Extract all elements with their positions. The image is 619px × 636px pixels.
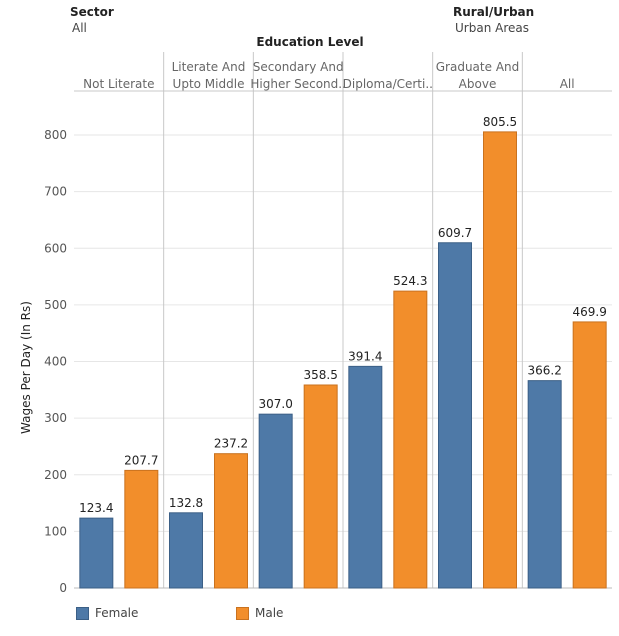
value-label-male-2: 358.5 [303, 368, 337, 382]
value-label-female-3: 391.4 [348, 349, 382, 363]
value-label-female-0: 123.4 [79, 501, 113, 515]
bar-female-3 [348, 365, 383, 589]
legend-label-female: Female [95, 606, 139, 620]
bar-female-2 [258, 413, 293, 589]
y-tick-label-800: 800 [44, 128, 67, 142]
bar-male-5 [572, 321, 607, 589]
bar-female-0 [79, 517, 114, 589]
bar-male-2 [303, 384, 338, 589]
legend-item-male: Male [236, 606, 283, 620]
value-label-male-0: 207.7 [124, 453, 158, 467]
sector-filter-value: All [72, 21, 87, 35]
y-tick-label-500: 500 [44, 298, 67, 312]
category-label-2-0: Secondary And [253, 60, 344, 74]
bar-female-4 [438, 242, 472, 589]
category-label-4-0: Graduate And [436, 60, 520, 74]
y-tick-label-600: 600 [44, 241, 67, 255]
legend-swatch-female [76, 606, 89, 620]
header-title: Education Level [256, 35, 363, 49]
value-label-male-3: 524.3 [393, 274, 427, 288]
rural-urban-filter-title: Rural/Urban [453, 5, 535, 19]
bar-male-4 [483, 131, 517, 589]
bar-chart: 0 100 200 300 400 500 600 700 800 Education Level… [19, 35, 612, 595]
category-label-4-1: Above [459, 77, 497, 91]
legend-item-female: Female [76, 606, 138, 620]
legend-label-male: Male [255, 606, 284, 620]
y-tick-label-100: 100 [44, 524, 67, 538]
y-axis-title: Wages Per Day (In Rs) [19, 301, 33, 434]
value-label-male-5: 469.9 [572, 305, 606, 319]
rural-urban-filter-value: Urban Areas [455, 21, 529, 35]
category-label-1-1: Upto Middle [173, 77, 245, 91]
value-label-male-1: 237.2 [214, 437, 248, 451]
y-tick-label-0: 0 [59, 581, 67, 595]
y-tick-label-200: 200 [44, 468, 67, 482]
y-tick-label-700: 700 [44, 185, 67, 199]
bar-female-5 [527, 380, 562, 589]
value-label-female-4: 609.7 [438, 226, 472, 240]
legend-swatch-male [236, 606, 249, 620]
value-label-male-4: 805.5 [483, 115, 517, 129]
category-label-2-1: Higher Second.. [250, 77, 346, 91]
bar-male-0 [124, 469, 159, 589]
category-label-5-0: All [560, 77, 575, 91]
y-tick-label-300: 300 [44, 411, 67, 425]
category-label-1-0: Literate And [172, 60, 246, 74]
value-label-female-2: 307.0 [258, 397, 292, 411]
bar-female-1 [169, 512, 203, 589]
value-label-female-5: 366.2 [527, 364, 561, 378]
category-label-0-0: Not Literate [83, 77, 154, 91]
y-tick-label-400: 400 [44, 355, 67, 369]
value-label-female-1: 132.8 [169, 496, 203, 510]
sector-filter-title: Sector [70, 5, 114, 19]
bar-male-3 [393, 290, 428, 589]
bar-male-1 [214, 453, 248, 589]
category-label-3-0: Diploma/Certi.. [343, 77, 433, 91]
